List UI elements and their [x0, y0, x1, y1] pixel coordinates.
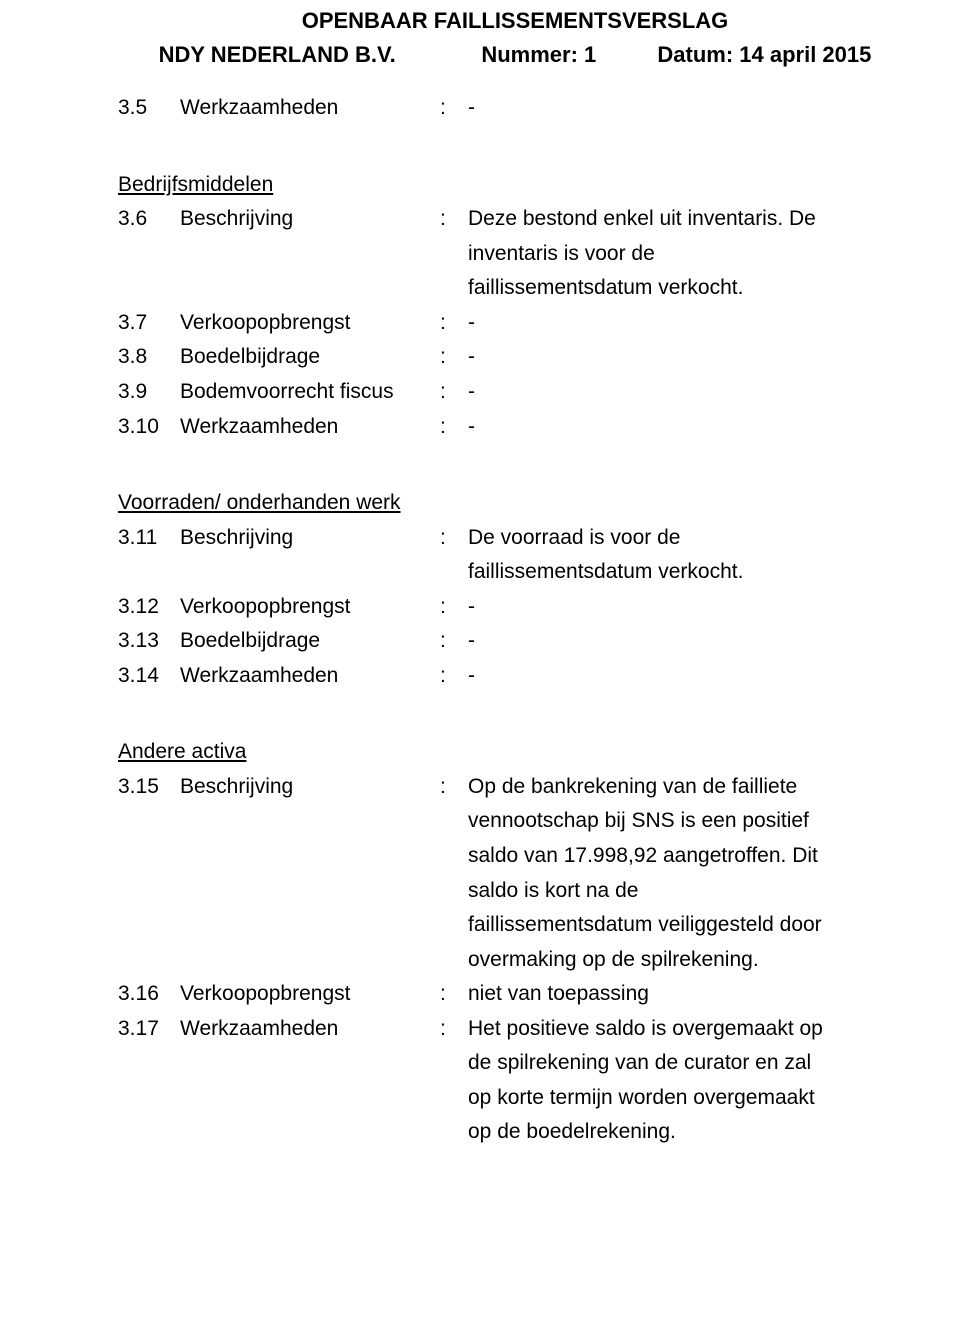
row-colon: : [440, 591, 468, 624]
row-label: Boedelbijdrage [180, 625, 440, 658]
row-label: Beschrijving [180, 203, 440, 236]
row-value: Op de bankrekening van de failliete [468, 771, 912, 804]
row-3-14: 3.14 Werkzaamheden : - [118, 660, 912, 693]
row-3-17: 3.17 Werkzaamheden : Het positieve saldo… [118, 1013, 912, 1046]
row-label: Verkoopopbrengst [180, 978, 440, 1011]
row-3-17-cont: de spilrekening van de curator en zal [468, 1047, 912, 1080]
row-3-6-cont: inventaris is voor de [468, 238, 912, 271]
row-number: 3.10 [118, 411, 180, 444]
row-value: - [468, 625, 912, 658]
row-colon: : [440, 411, 468, 444]
row-label: Werkzaamheden [180, 660, 440, 693]
row-colon: : [440, 307, 468, 340]
row-number: 3.8 [118, 341, 180, 374]
row-number: 3.12 [118, 591, 180, 624]
row-colon: : [440, 1013, 468, 1046]
document-header: OPENBAAR FAILLISSEMENTSVERSLAG NDY NEDER… [118, 4, 912, 72]
header-title: OPENBAAR FAILLISSEMENTSVERSLAG [118, 4, 912, 38]
row-3-12: 3.12 Verkoopopbrengst : - [118, 591, 912, 624]
row-colon: : [440, 341, 468, 374]
row-label: Verkoopopbrengst [180, 591, 440, 624]
row-number: 3.9 [118, 376, 180, 409]
row-value: - [468, 660, 912, 693]
row-colon: : [440, 978, 468, 1011]
section-heading-bedrijfsmiddelen: Bedrijfsmiddelen [118, 169, 912, 202]
row-number: 3.15 [118, 771, 180, 804]
row-number: 3.5 [118, 92, 180, 125]
row-value: De voorraad is voor de [468, 522, 912, 555]
row-3-11-cont: faillissementsdatum verkocht. [468, 556, 912, 589]
row-label: Werkzaamheden [180, 92, 440, 125]
row-value: - [468, 591, 912, 624]
row-number: 3.11 [118, 522, 180, 555]
section-heading-andere: Andere activa [118, 736, 912, 769]
row-colon: : [440, 376, 468, 409]
row-3-9: 3.9 Bodemvoorrecht fiscus : - [118, 376, 912, 409]
row-3-5: 3.5 Werkzaamheden : - [118, 92, 912, 125]
row-label: Beschrijving [180, 771, 440, 804]
row-3-15-cont: faillissementsdatum veiliggesteld door [468, 909, 912, 942]
row-3-15-cont: overmaking op de spilrekening. [468, 944, 912, 977]
row-label: Bodemvoorrecht fiscus [180, 376, 440, 409]
row-number: 3.17 [118, 1013, 180, 1046]
row-number: 3.16 [118, 978, 180, 1011]
row-label: Werkzaamheden [180, 411, 440, 444]
section-heading-voorraden: Voorraden/ onderhanden werk [118, 487, 912, 520]
row-number: 3.7 [118, 307, 180, 340]
row-number: 3.13 [118, 625, 180, 658]
row-value: - [468, 92, 912, 125]
row-3-15: 3.15 Beschrijving : Op de bankrekening v… [118, 771, 912, 804]
row-colon: : [440, 203, 468, 236]
row-number: 3.14 [118, 660, 180, 693]
row-3-17-cont: op de boedelrekening. [468, 1116, 912, 1149]
row-3-6: 3.6 Beschrijving : Deze bestond enkel ui… [118, 203, 912, 236]
row-3-17-cont: op korte termijn worden overgemaakt [468, 1082, 912, 1115]
row-value: - [468, 376, 912, 409]
row-colon: : [440, 771, 468, 804]
row-label: Verkoopopbrengst [180, 307, 440, 340]
row-3-10: 3.10 Werkzaamheden : - [118, 411, 912, 444]
row-label: Werkzaamheden [180, 1013, 440, 1046]
row-value: niet van toepassing [468, 978, 912, 1011]
row-3-11: 3.11 Beschrijving : De voorraad is voor … [118, 522, 912, 555]
row-3-15-cont: saldo is kort na de [468, 875, 912, 908]
row-3-13: 3.13 Boedelbijdrage : - [118, 625, 912, 658]
header-subtitle: NDY NEDERLAND B.V. Nummer: 1 Datum: 14 a… [118, 38, 912, 72]
row-3-15-cont: vennootschap bij SNS is een positief [468, 805, 912, 838]
row-value: - [468, 307, 912, 340]
row-3-7: 3.7 Verkoopopbrengst : - [118, 307, 912, 340]
row-3-15-cont: saldo van 17.998,92 aangetroffen. Dit [468, 840, 912, 873]
row-colon: : [440, 660, 468, 693]
row-value: - [468, 341, 912, 374]
row-colon: : [440, 625, 468, 658]
row-value: - [468, 411, 912, 444]
row-3-8: 3.8 Boedelbijdrage : - [118, 341, 912, 374]
row-number: 3.6 [118, 203, 180, 236]
row-3-6-cont: faillissementsdatum verkocht. [468, 272, 912, 305]
document-page: OPENBAAR FAILLISSEMENTSVERSLAG NDY NEDER… [0, 0, 960, 1342]
row-label: Beschrijving [180, 522, 440, 555]
row-value: Deze bestond enkel uit inventaris. De [468, 203, 912, 236]
row-value: Het positieve saldo is overgemaakt op [468, 1013, 912, 1046]
row-3-16: 3.16 Verkoopopbrengst : niet van toepass… [118, 978, 912, 1011]
row-colon: : [440, 522, 468, 555]
row-colon: : [440, 92, 468, 125]
row-label: Boedelbijdrage [180, 341, 440, 374]
